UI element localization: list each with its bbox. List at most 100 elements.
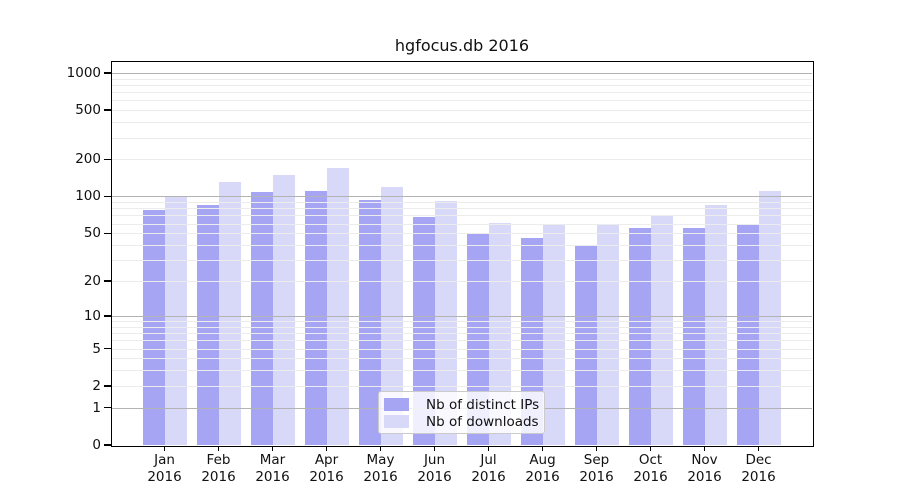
month-label: Nov: [691, 452, 718, 468]
bar-nov-distinct-ips: [682, 228, 705, 445]
year-label: 2016: [201, 468, 236, 485]
x-tick-mark: [325, 446, 328, 451]
x-tick-label-may: May 2016: [351, 452, 411, 485]
month-label: Jun: [423, 452, 446, 468]
y-tick-mark: [104, 347, 112, 350]
bar-nov-downloads: [704, 205, 727, 445]
y-tick-label: 20: [83, 273, 101, 290]
bar-dec-downloads: [758, 191, 781, 445]
y-tick-mark: [104, 109, 112, 111]
legend-label: Nb of downloads: [426, 413, 539, 430]
bar-feb-distinct-ips: [196, 205, 219, 445]
minor-gridline: [112, 223, 812, 225]
year-label: 2016: [471, 468, 506, 485]
legend-swatch-distinct-ips: [384, 398, 409, 411]
bar-sep-distinct-ips: [574, 246, 597, 445]
y-tick-mark: [104, 195, 112, 198]
x-tick-label-oct: Oct 2016: [621, 452, 681, 485]
y-tick-mark: [104, 158, 112, 161]
y-tick-label: 1000: [66, 64, 101, 81]
bar-jun-downloads: [434, 200, 457, 445]
x-tick-label-dec: Dec 2016: [729, 452, 789, 485]
bar-mar-downloads: [272, 174, 295, 445]
x-tick-mark: [163, 446, 166, 451]
major-gridline: [112, 315, 812, 317]
x-tick-label-mar: Mar 2016: [243, 452, 303, 485]
month-label: May: [366, 452, 395, 468]
minor-gridline: [112, 78, 812, 80]
major-gridline: [112, 72, 812, 74]
chart-title: hgfocus.db 2016: [394, 36, 530, 55]
y-tick-label: 2: [92, 377, 101, 394]
y-tick-mark: [104, 315, 112, 317]
year-label: 2016: [741, 468, 776, 485]
month-label: Sep: [583, 452, 610, 468]
month-label: Aug: [529, 452, 556, 468]
minor-gridline: [112, 370, 812, 372]
bar-apr-distinct-ips: [304, 190, 327, 445]
x-tick-label-sep: Sep 2016: [567, 452, 627, 485]
minor-gridline: [112, 202, 812, 204]
legend-row: Nb of distinct IPs: [384, 396, 544, 413]
month-label: Mar: [259, 452, 286, 468]
x-tick-label-nov: Nov 2016: [675, 452, 735, 485]
month-label: Dec: [745, 452, 772, 468]
bar-aug-downloads: [542, 223, 565, 445]
y-tick-label: 200: [75, 151, 101, 168]
minor-gridline: [112, 260, 812, 262]
minor-gridline: [112, 333, 812, 335]
minor-gridline: [112, 84, 812, 86]
minor-gridline: [112, 385, 812, 387]
bar-sep-downloads: [596, 223, 619, 445]
legend-label: Nb of distinct IPs: [426, 396, 540, 413]
bar-apr-downloads: [326, 168, 349, 445]
month-label: Apr: [314, 452, 339, 468]
minor-gridline: [112, 100, 812, 102]
x-tick-label-jun: Jun 2016: [405, 452, 465, 485]
legend: Nb of distinct IPs Nb of downloads: [378, 391, 545, 434]
x-tick-mark: [487, 446, 490, 451]
y-tick-label: 500: [75, 102, 101, 119]
year-label: 2016: [525, 468, 560, 485]
month-label: Jul: [480, 452, 497, 468]
year-label: 2016: [579, 468, 614, 485]
y-tick-label: 10: [83, 307, 101, 324]
x-tick-label-jul: Jul 2016: [459, 452, 519, 485]
y-tick-label: 50: [83, 225, 101, 242]
bar-dec-distinct-ips: [736, 223, 759, 445]
y-tick-label: 0: [92, 437, 101, 453]
y-tick-label: 1: [92, 399, 101, 416]
y-tick-mark: [104, 232, 112, 235]
x-tick-mark: [217, 446, 220, 451]
minor-gridline: [112, 92, 812, 94]
x-tick-mark: [757, 446, 760, 451]
minor-gridline: [112, 281, 812, 283]
x-tick-label-jan: Jan 2016: [135, 452, 195, 485]
x-tick-mark: [703, 446, 706, 451]
y-tick-mark: [104, 406, 112, 409]
minor-gridline: [112, 215, 812, 217]
y-tick-mark: [104, 385, 112, 387]
x-tick-mark: [541, 446, 544, 451]
year-label: 2016: [255, 468, 290, 485]
x-tick-mark: [379, 446, 382, 451]
x-tick-mark: [595, 446, 598, 451]
bar-mar-distinct-ips: [250, 192, 273, 445]
month-label: Feb: [206, 452, 231, 468]
y-tick-mark: [104, 444, 112, 446]
x-tick-mark: [271, 446, 274, 451]
bar-jun-distinct-ips: [412, 216, 435, 445]
month-label: Jan: [154, 452, 175, 468]
minor-gridline: [112, 340, 812, 342]
x-tick-label-aug: Aug 2016: [513, 452, 573, 485]
x-tick-label-apr: Apr 2016: [297, 452, 357, 485]
bar-jan-downloads: [164, 196, 187, 445]
year-label: 2016: [147, 468, 182, 485]
minor-gridline: [112, 137, 812, 139]
year-label: 2016: [309, 468, 344, 485]
y-tick-label: 100: [75, 188, 101, 205]
month-label: Oct: [638, 452, 663, 468]
minor-gridline: [112, 159, 812, 161]
minor-gridline: [112, 110, 812, 112]
